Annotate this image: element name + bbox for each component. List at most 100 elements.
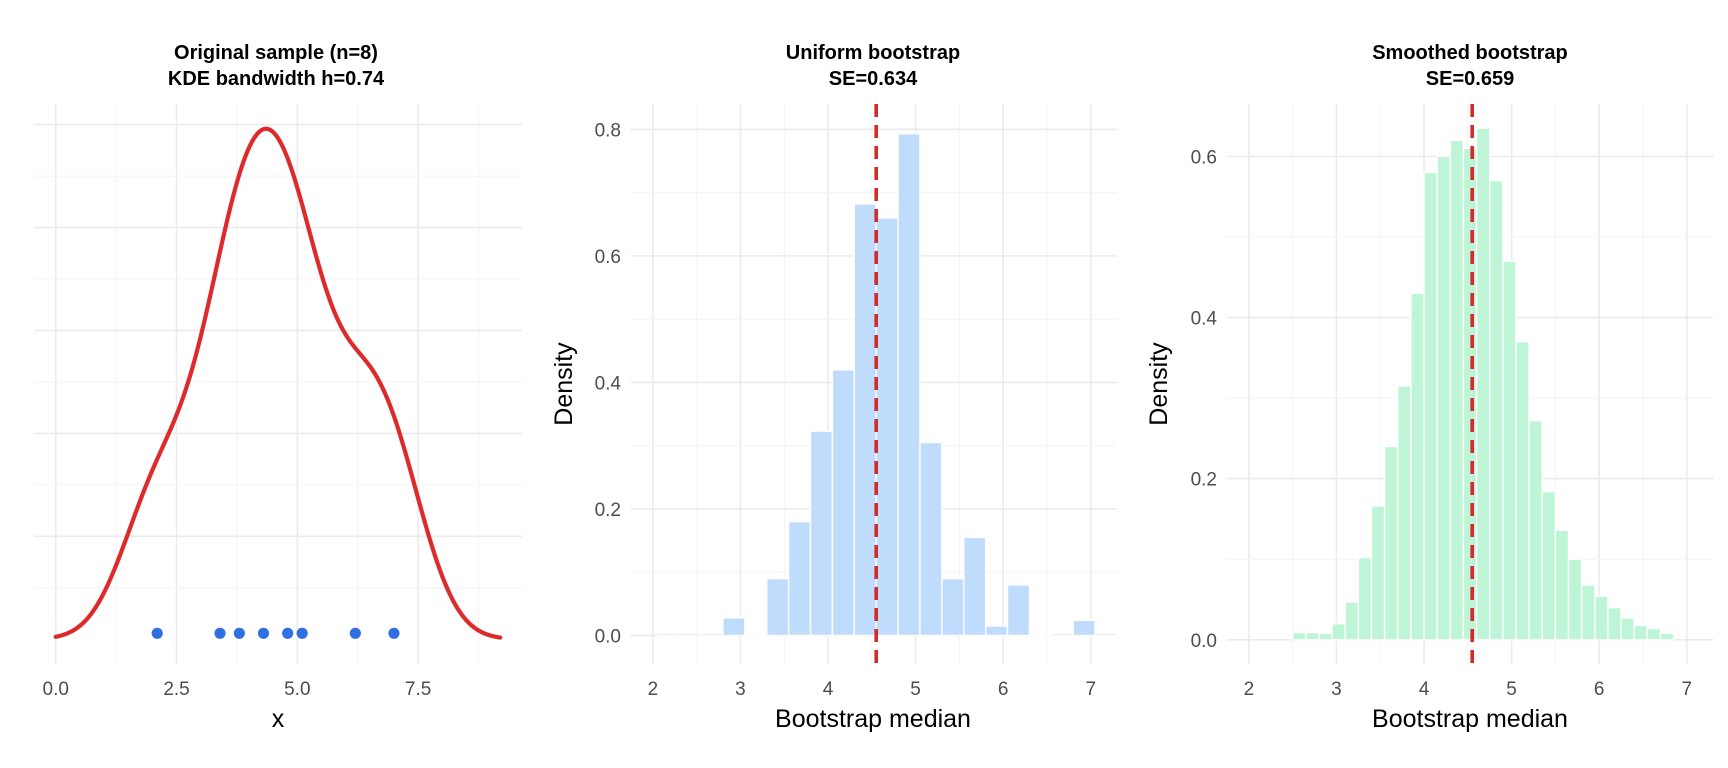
histogram-bar [1633, 624, 1649, 641]
panel-original-marks [53, 126, 503, 640]
y-tick-label: 0.6 [1191, 147, 1217, 168]
histogram-bar [1554, 529, 1570, 641]
sample-point [388, 627, 400, 639]
x-tick-label: 4 [1419, 679, 1430, 700]
title-line-1: Original sample (n=8) [174, 42, 378, 64]
x-tick-label: 2.5 [163, 679, 189, 700]
histogram-bar [1462, 147, 1478, 641]
histogram-bar [1370, 505, 1386, 641]
panel-original-sample: Original sample (n=8) KDE bandwidth h=0.… [34, 42, 522, 733]
histogram-bar [1305, 631, 1320, 641]
histogram-bar [1028, 633, 1053, 637]
x-tick-label: 6 [998, 679, 1009, 700]
histogram-bar [678, 632, 702, 637]
y-tick-label: 0.6 [595, 247, 621, 268]
y-tick-label: 0.0 [595, 627, 621, 648]
histogram-bar [1094, 632, 1118, 637]
x-tick-label: 5.0 [284, 679, 310, 700]
x-axis-label: x [272, 705, 285, 733]
histogram-bar [1072, 619, 1096, 637]
histogram-bar [1659, 632, 1675, 641]
histogram-bar [1515, 340, 1530, 641]
histogram-bar [1528, 419, 1543, 641]
title-line-1: Uniform bootstrap [786, 42, 960, 64]
histogram-bar [1620, 617, 1635, 641]
sample-point [214, 627, 226, 639]
histogram-bar [1436, 155, 1451, 641]
y-tick-label: 0.4 [595, 373, 622, 394]
x-tick-label: 7.5 [405, 679, 431, 700]
histogram-bar [1475, 127, 1491, 641]
histogram-bar [875, 217, 899, 637]
sample-point [296, 627, 308, 639]
histogram-bar [1357, 556, 1373, 641]
histogram-bar [1449, 139, 1465, 641]
histogram-bar [1607, 606, 1622, 641]
y-tick-label: 0.8 [595, 120, 621, 141]
histogram-bar [744, 633, 768, 637]
histogram-bar [1331, 623, 1346, 641]
title-line-2: KDE bandwidth h=0.74 [168, 68, 385, 90]
y-tick-label: 0.4 [1191, 309, 1218, 330]
histogram-bar [1410, 292, 1425, 641]
histogram-bar [1050, 632, 1074, 637]
sample-point [257, 627, 270, 639]
histogram-bar [1594, 595, 1609, 641]
histogram-bar [963, 536, 987, 637]
sample-point [233, 627, 245, 639]
y-tick-label: 0.2 [1191, 470, 1217, 491]
histogram-bar [1397, 385, 1412, 641]
x-axis-label: Bootstrap median [1372, 705, 1568, 733]
histogram-bar [1006, 584, 1031, 637]
y-axis-label: Density [550, 342, 578, 426]
histogram-bar [941, 577, 965, 637]
panel-uniform-ticks: 2 3 4 5 6 7 0.0 0.2 0.4 0.6 0.8 [595, 120, 1096, 700]
panel-original-grid [34, 104, 522, 664]
panel-smoothed-bootstrap: Smoothed bootstrap SE=0.659 Bootstrap me… [1145, 42, 1713, 733]
histogram-bar [1489, 179, 1504, 641]
x-tick-label: 5 [910, 679, 921, 700]
y-tick-label: 0.2 [595, 500, 621, 521]
histogram-bar [1580, 584, 1596, 641]
title-line-2: SE=0.634 [829, 68, 918, 90]
panel-uniform-bootstrap: Uniform bootstrap SE=0.634 Bootstrap med… [550, 42, 1118, 733]
histogram-bar [1646, 627, 1662, 641]
panel-original-ticks: 0.0 2.5 5.0 7.5 [43, 679, 432, 700]
histogram-bar [722, 617, 746, 637]
x-tick-label: 2 [1244, 679, 1255, 700]
title-line-1: Smoothed bootstrap [1372, 42, 1568, 64]
histogram-bar [984, 625, 1009, 637]
x-tick-label: 3 [735, 679, 746, 700]
x-tick-label: 7 [1085, 679, 1096, 700]
histogram-bar [853, 203, 877, 637]
panel-smoothed-marks [1291, 104, 1675, 664]
histogram-bar [809, 430, 834, 637]
x-tick-label: 6 [1594, 679, 1605, 700]
sample-point [151, 627, 163, 639]
sample-point [349, 627, 361, 639]
sample-point [282, 627, 294, 639]
x-tick-label: 2 [648, 679, 659, 700]
histogram-bar [766, 577, 790, 637]
y-axis-label: Density [1145, 342, 1173, 426]
histogram-bar [1318, 632, 1333, 641]
histogram-bar [1423, 171, 1438, 641]
histogram-bar [1344, 601, 1360, 641]
histogram-bar [1383, 445, 1399, 641]
histogram-bar [897, 133, 921, 637]
histogram-bar [1502, 260, 1517, 641]
histogram-bar [919, 441, 943, 637]
histogram-bar [1541, 490, 1557, 641]
x-axis-label: Bootstrap median [775, 705, 971, 733]
histogram-bar [1291, 631, 1307, 641]
x-tick-label: 5 [1506, 679, 1517, 700]
histogram-bar [831, 369, 855, 637]
panel-uniform-marks [656, 104, 1118, 664]
histogram-bar [787, 520, 812, 637]
x-tick-label: 3 [1331, 679, 1342, 700]
histogram-bar [656, 632, 680, 637]
kde-curve [53, 126, 503, 640]
x-tick-label: 7 [1681, 679, 1692, 700]
x-tick-label: 4 [823, 679, 834, 700]
x-tick-label: 0.0 [43, 679, 69, 700]
